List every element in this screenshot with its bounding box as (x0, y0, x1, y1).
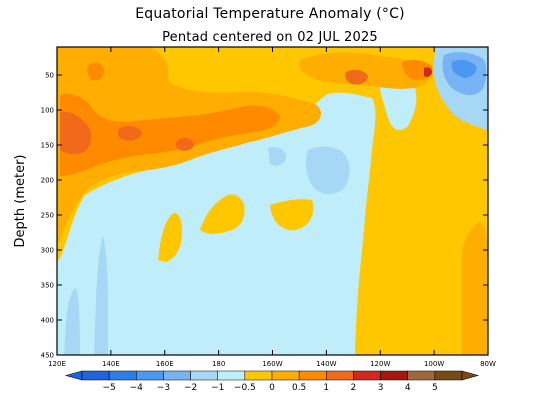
region-east-cold3 (451, 59, 477, 78)
x-tick-label: 120E (48, 360, 66, 368)
colorbar-segment (326, 370, 354, 381)
colorbar: −5 −4 −3 −2 −1 −0.5 0 0.5 1 2 3 4 5 (64, 370, 480, 393)
region-warm-mid (200, 194, 245, 234)
region-05-central (299, 52, 431, 89)
y-axis-label: Depth (meter) (13, 155, 28, 248)
colorbar-segment (407, 370, 436, 381)
y-tick-label: 450 (41, 352, 54, 360)
x-axis: 120E 140E 160E 180 160W 140W 120W 100W 80W (48, 47, 496, 368)
colorbar-tick-label: −4 (130, 383, 144, 393)
x-tick-label: 160W (262, 360, 282, 368)
colorbar-segment (217, 370, 246, 381)
colorbar-end-left (64, 370, 83, 381)
colorbar-tick-label: −3 (157, 383, 170, 393)
colorbar-segment (298, 370, 327, 381)
colorbar-tick-label: 3 (378, 383, 384, 393)
y-tick-label: 350 (41, 282, 54, 290)
x-tick-label: 120W (370, 360, 390, 368)
region-warm-col (158, 212, 182, 262)
y-tick-label: 150 (41, 142, 54, 150)
colorbar-segment (244, 370, 273, 381)
colorbar-tick-label: −2 (184, 383, 197, 393)
x-tick-label: 140W (316, 360, 336, 368)
y-tick-label: 50 (45, 72, 54, 80)
colorbar-segment (190, 370, 218, 381)
region-1to2-west (60, 94, 280, 176)
colorbar-segment (380, 370, 408, 381)
chart-title: Equatorial Temperature Anomaly (°C) (135, 6, 405, 22)
chart-subtitle: Pentad centered on 02 JUL 2025 (162, 30, 378, 45)
colorbar-segment (108, 370, 137, 381)
colorbar-tick-label: −0.5 (234, 383, 256, 393)
colorbar-segment (271, 370, 300, 381)
x-tick-label: 160E (156, 360, 174, 368)
colorbar-segment (353, 370, 381, 381)
x-tick-label: 100W (424, 360, 444, 368)
region-2to3-mid (117, 125, 142, 141)
y-tick-label: 400 (41, 317, 54, 325)
colorbar-segment (163, 370, 191, 381)
x-tick-label: 80W (480, 360, 496, 368)
region-neg1-vband (64, 288, 80, 355)
y-tick-label: 250 (41, 212, 54, 220)
colorbar-tick-label: 5 (432, 383, 438, 393)
y-tick-label: 300 (41, 247, 54, 255)
x-tick-label: 140E (102, 360, 120, 368)
region-2to3-west (60, 111, 92, 155)
region-neg1-west (94, 235, 108, 355)
y-tick-label: 100 (41, 107, 54, 115)
colorbar-segment (434, 370, 463, 381)
colorbar-tick-label: 0.5 (292, 383, 306, 393)
region-neg1-patch (268, 146, 286, 166)
colorbar-tick-label: −5 (103, 383, 116, 393)
x-tick-label: 180 (212, 360, 225, 368)
colorbar-tick-label: 4 (405, 383, 411, 393)
region-2to3-east2 (424, 67, 432, 77)
colorbar-segment (136, 370, 164, 381)
plot-area (57, 47, 488, 355)
colorbar-end-right (461, 370, 480, 381)
colorbar-tick-label: −1 (211, 383, 224, 393)
region-2to3-core (175, 137, 194, 151)
y-axis: 50 100 150 200 250 300 350 400 450 (41, 72, 488, 360)
region-05-east-deep (462, 222, 488, 355)
region-2to3-east (345, 69, 368, 85)
colorbar-tick-label: 2 (351, 383, 357, 393)
colorbar-tick-label: 0 (269, 383, 275, 393)
region-1to2-upper (87, 62, 104, 81)
colorbar-tick-label: 1 (323, 383, 329, 393)
region-warm-lobe (270, 199, 314, 231)
y-tick-label: 200 (41, 177, 54, 185)
region-neg1-east (306, 146, 350, 194)
colorbar-segment (81, 370, 110, 381)
